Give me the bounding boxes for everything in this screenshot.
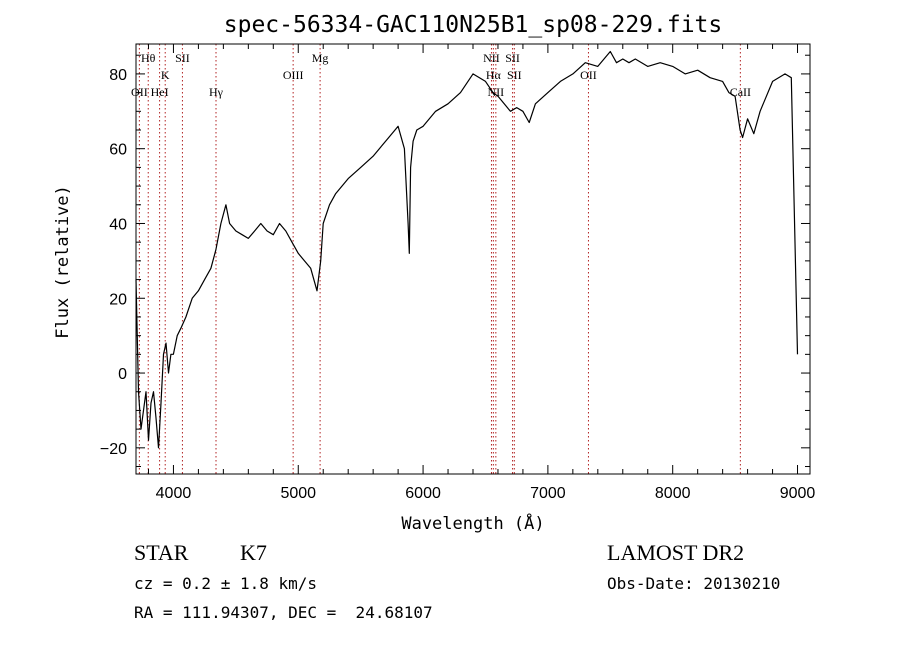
chart-title: spec-56334-GAC110N25B1_sp08-229.fits	[224, 12, 723, 38]
line-marker-label-3: HeI	[151, 85, 169, 99]
line-marker-label-2: K	[161, 68, 170, 82]
x-tick-label-4000: 4000	[156, 485, 192, 502]
ra-dec-coordinates: RA = 111.94307, DEC = 24.68107	[134, 603, 433, 622]
plot-frame	[135, 43, 811, 475]
x-tick-label-6000: 6000	[405, 485, 441, 502]
y-axis-label: Flux (relative)	[53, 185, 73, 339]
line-marker-label-12: SII	[507, 68, 522, 82]
line-marker-label-10: NII	[488, 85, 505, 99]
y-tick-label-0: 0	[118, 366, 127, 383]
line-marker-label-5: Hγ	[209, 85, 224, 99]
x-axis-label: Wavelength (Å)	[401, 512, 544, 534]
x-tick-label-7000: 7000	[530, 485, 566, 502]
line-marker-label-8: NII	[483, 51, 500, 65]
x-tick-label-8000: 8000	[655, 485, 691, 502]
line-marker-label-1: OII	[131, 85, 148, 99]
line-marker-label-6: OIII	[283, 68, 304, 82]
line-marker-label-4: SII	[175, 51, 190, 65]
object-subclass: K7	[240, 540, 267, 565]
line-marker-label-0: Hθ	[141, 51, 156, 65]
y-tick-label-20: 20	[109, 291, 127, 308]
spectrum-line-0	[135, 50, 799, 449]
line-marker-label-11: SII	[505, 51, 520, 65]
line-marker-label-7: Mg	[312, 51, 329, 65]
observation-date: Obs-Date: 20130210	[607, 574, 781, 593]
line-marker-label-14: CaII	[730, 85, 751, 99]
x-tick-label-9000: 9000	[780, 485, 816, 502]
x-tick-label-5000: 5000	[280, 485, 316, 502]
object-class: STAR	[134, 540, 189, 565]
y-tick-label--20: −20	[100, 441, 127, 458]
line-marker-label-9: Hα	[486, 68, 502, 82]
y-tick-label-80: 80	[109, 67, 127, 84]
redshift-velocity: cz = 0.2 ± 1.8 km/s	[134, 574, 318, 593]
line-marker-label-13: OII	[580, 68, 597, 82]
y-tick-label-60: 60	[109, 142, 127, 159]
y-tick-label-40: 40	[109, 216, 127, 233]
survey-name: LAMOST DR2	[607, 540, 745, 565]
